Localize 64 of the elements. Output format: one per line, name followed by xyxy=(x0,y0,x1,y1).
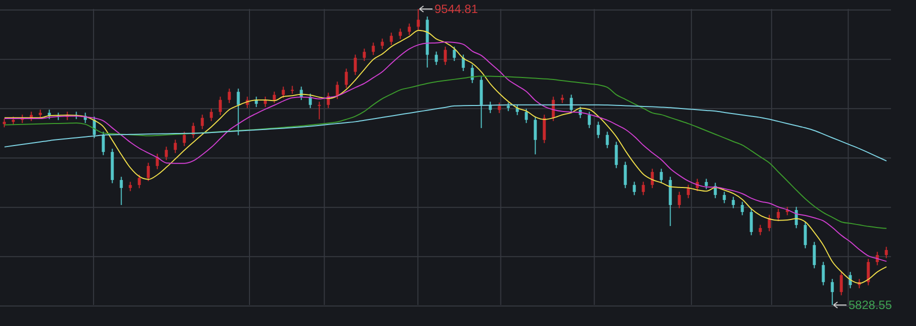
candlestick xyxy=(804,221,807,249)
candlestick xyxy=(120,176,123,206)
candlestick xyxy=(362,48,366,62)
candlestick xyxy=(776,208,780,222)
candlestick xyxy=(606,131,609,149)
candlestick xyxy=(498,102,501,114)
candlestick xyxy=(452,46,456,62)
annotation: 5828.55 xyxy=(848,298,892,312)
candlestick xyxy=(128,181,132,192)
candlestick xyxy=(272,91,276,104)
candlestick xyxy=(822,261,825,286)
candlestick xyxy=(534,116,537,155)
candlestick xyxy=(678,191,681,209)
candlestick xyxy=(732,196,735,209)
candlestick xyxy=(164,146,168,161)
candlestick xyxy=(686,184,690,199)
candlestick xyxy=(336,81,339,100)
candlestick xyxy=(462,54,465,72)
candlestick xyxy=(632,181,636,196)
candlestick xyxy=(840,271,843,296)
candlestick xyxy=(236,88,240,136)
candlestick xyxy=(750,208,753,236)
candlestick xyxy=(614,141,618,169)
candlestick xyxy=(138,174,141,189)
candlestick xyxy=(434,51,438,66)
candlestick xyxy=(642,181,645,196)
candlestick xyxy=(218,96,222,116)
candlestick xyxy=(408,23,411,36)
candlestick xyxy=(398,28,402,40)
candlestick xyxy=(146,162,150,182)
candlestick xyxy=(318,101,321,120)
candlestick xyxy=(344,68,348,88)
candlestick xyxy=(416,9,420,30)
candlestick xyxy=(704,178,708,190)
candlestick xyxy=(660,168,663,184)
candlestick xyxy=(830,278,834,305)
candlestick xyxy=(210,108,213,122)
candlestick xyxy=(174,139,177,154)
candlestick xyxy=(354,54,357,76)
candlestick xyxy=(542,114,546,144)
candlestick xyxy=(650,168,654,189)
candlestick xyxy=(866,258,870,286)
candlestick xyxy=(444,46,447,66)
candlestick xyxy=(200,114,204,130)
candlestick xyxy=(228,88,231,104)
candlestick xyxy=(282,86,285,99)
candlestick xyxy=(740,201,744,216)
candlestick xyxy=(470,64,474,84)
candlestick xyxy=(768,214,771,232)
candlestick xyxy=(380,38,384,50)
candlestick xyxy=(102,131,105,156)
annotation: 9544.81 xyxy=(434,2,478,16)
candlestick xyxy=(722,191,726,204)
candlestick xyxy=(488,101,492,114)
candlestick xyxy=(588,111,591,129)
candlestick xyxy=(182,131,186,147)
candlestick xyxy=(390,32,393,46)
candlestick xyxy=(812,241,816,269)
candlestick xyxy=(372,42,375,56)
candlestick xyxy=(524,108,528,124)
candlestick xyxy=(884,246,888,259)
candlestick xyxy=(624,161,627,189)
candlestick xyxy=(596,121,600,139)
candlestick xyxy=(758,224,762,236)
